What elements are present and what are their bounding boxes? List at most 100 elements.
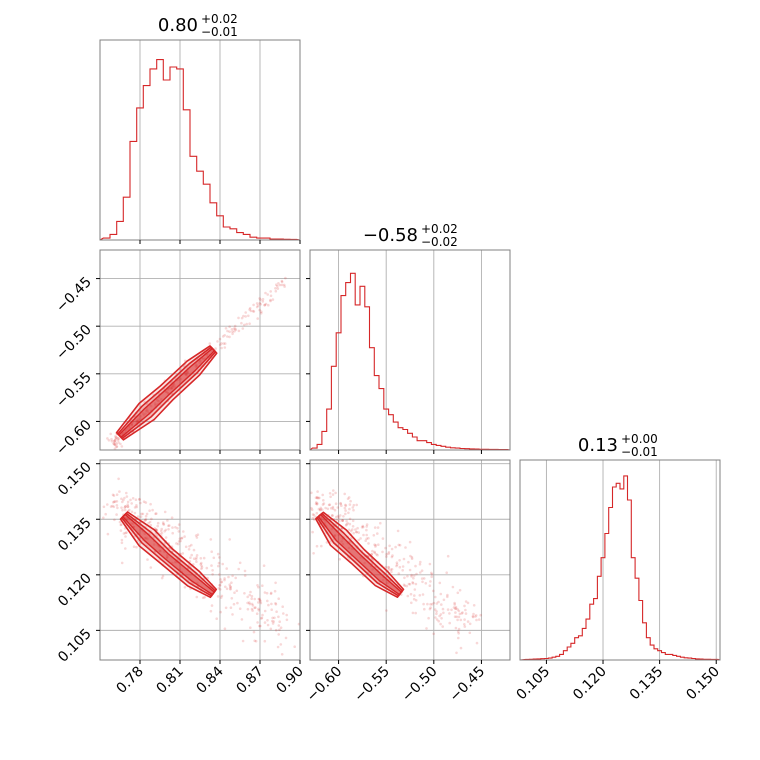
p20-sample-point: [133, 506, 137, 509]
p10-sample-point: [267, 303, 270, 307]
p20-sample-point: [130, 502, 133, 505]
p21-sample-point: [395, 564, 398, 568]
p21-sample-point: [477, 618, 481, 621]
p10-sample-point: [269, 298, 272, 302]
p20-sample-point: [209, 538, 213, 541]
p10-sample-point: [185, 373, 188, 377]
p20-sample-point: [196, 533, 200, 536]
p10-sample-point: [154, 403, 157, 407]
p21-sample-point: [454, 605, 458, 609]
p21-sample-point: [343, 506, 347, 510]
p21-sample-point: [334, 491, 337, 495]
p10-sample-point: [214, 347, 217, 350]
p20-sample-point: [201, 596, 205, 600]
p21-sample-point: [384, 565, 388, 569]
p21-sample-point: [322, 502, 326, 505]
p20-sample-point: [123, 496, 126, 500]
p20-sample-point: [256, 584, 259, 587]
p21-contour-inner: [317, 513, 403, 596]
p21-sample-point: [330, 514, 334, 517]
p20-sample-point: [250, 607, 254, 611]
p10-sample-point: [114, 435, 117, 438]
p21-sample-point: [463, 604, 466, 608]
p20-sample-point: [199, 557, 203, 560]
p10-frame: [99, 249, 301, 451]
p20-sample-point: [112, 505, 116, 509]
p20-sample-point: [170, 516, 174, 519]
p10-sample-point: [170, 387, 173, 391]
p10-sample-point: [240, 321, 243, 325]
p21-sample-point: [414, 599, 418, 602]
p20-sample-point: [203, 596, 206, 599]
p20-sample-point: [148, 509, 151, 512]
p21-sample-point: [413, 588, 417, 591]
p21-sample-point: [440, 617, 443, 620]
p21-sample-point: [432, 589, 435, 593]
p21-sample-point: [348, 507, 351, 511]
p21-sample-point: [351, 506, 355, 509]
p20-sample-point: [252, 630, 256, 634]
p21-sample-point: [455, 615, 459, 619]
p21-sample-point: [310, 508, 314, 512]
p21-sample-point: [406, 574, 409, 578]
p21-sample-point: [356, 526, 359, 530]
p21-sample-point: [401, 569, 405, 572]
p21-sample-point: [373, 551, 377, 555]
p20-sample-point: [217, 587, 221, 590]
p20-sample-point: [238, 607, 242, 610]
p20-sample-point: [116, 506, 119, 510]
p10-sample-point: [179, 377, 183, 381]
p20-sample-point: [250, 597, 253, 600]
p21-sample-point: [464, 608, 467, 612]
p10-sample-point: [244, 315, 247, 318]
title-diag-0: 0.80 +0.02 −0.01: [158, 12, 238, 39]
p20-sample-point: [246, 595, 249, 599]
p10-sample-point: [220, 342, 223, 345]
p21-sample-point: [339, 514, 342, 517]
p20-sample-point: [246, 607, 250, 611]
p20-sample-point: [151, 508, 154, 512]
p20-sample-point: [144, 518, 148, 521]
title-diag-2-value: 0.13: [578, 435, 618, 456]
p21-sample-point: [340, 540, 344, 543]
p21-sample-point: [365, 525, 369, 528]
p20-sample-point: [171, 531, 174, 535]
p20-frame: [99, 459, 301, 661]
p20-sample-point: [254, 639, 258, 643]
p21-sample-point: [341, 519, 344, 522]
p21-sample-point: [421, 580, 424, 584]
p21-sample-point: [315, 503, 319, 506]
p21-sample-point: [479, 613, 483, 617]
p20-sample-point: [122, 532, 126, 535]
p21-sample-point: [430, 603, 434, 606]
p20-sample-point: [271, 622, 275, 625]
p21-sample-point: [337, 516, 341, 519]
p21-sample-point: [344, 509, 347, 512]
p21-sample-point: [339, 502, 343, 506]
p20-sample-point: [152, 543, 156, 546]
p10-sample-point: [275, 283, 278, 287]
title-diag-1-value: −0.58: [363, 225, 418, 246]
p20-sample-point: [223, 627, 227, 630]
p21-frame: [309, 459, 511, 661]
p21-sample-point: [345, 523, 348, 526]
p20-sample-point: [136, 515, 140, 518]
p20-sample-point: [166, 553, 169, 557]
p20-sample-point: [120, 523, 123, 526]
p20-sample-point: [130, 522, 133, 525]
p20-sample-point: [167, 528, 170, 531]
p10-sample-point: [259, 311, 263, 315]
p21-sample-point: [454, 607, 458, 610]
p20-sample-point: [126, 500, 130, 504]
p20-sample-point: [138, 498, 141, 501]
p21-sample-point: [427, 616, 430, 620]
p21-sample-point: [331, 493, 335, 496]
p20-sample-point: [129, 498, 132, 502]
p10-sample-point: [113, 438, 117, 442]
p20-sample-point: [260, 617, 263, 620]
p20-sample-point: [260, 616, 264, 620]
p21-sample-point: [468, 631, 472, 635]
p20-sample-point: [263, 621, 267, 624]
p21-sample-point: [438, 581, 442, 585]
p20-sample-point: [177, 540, 181, 543]
